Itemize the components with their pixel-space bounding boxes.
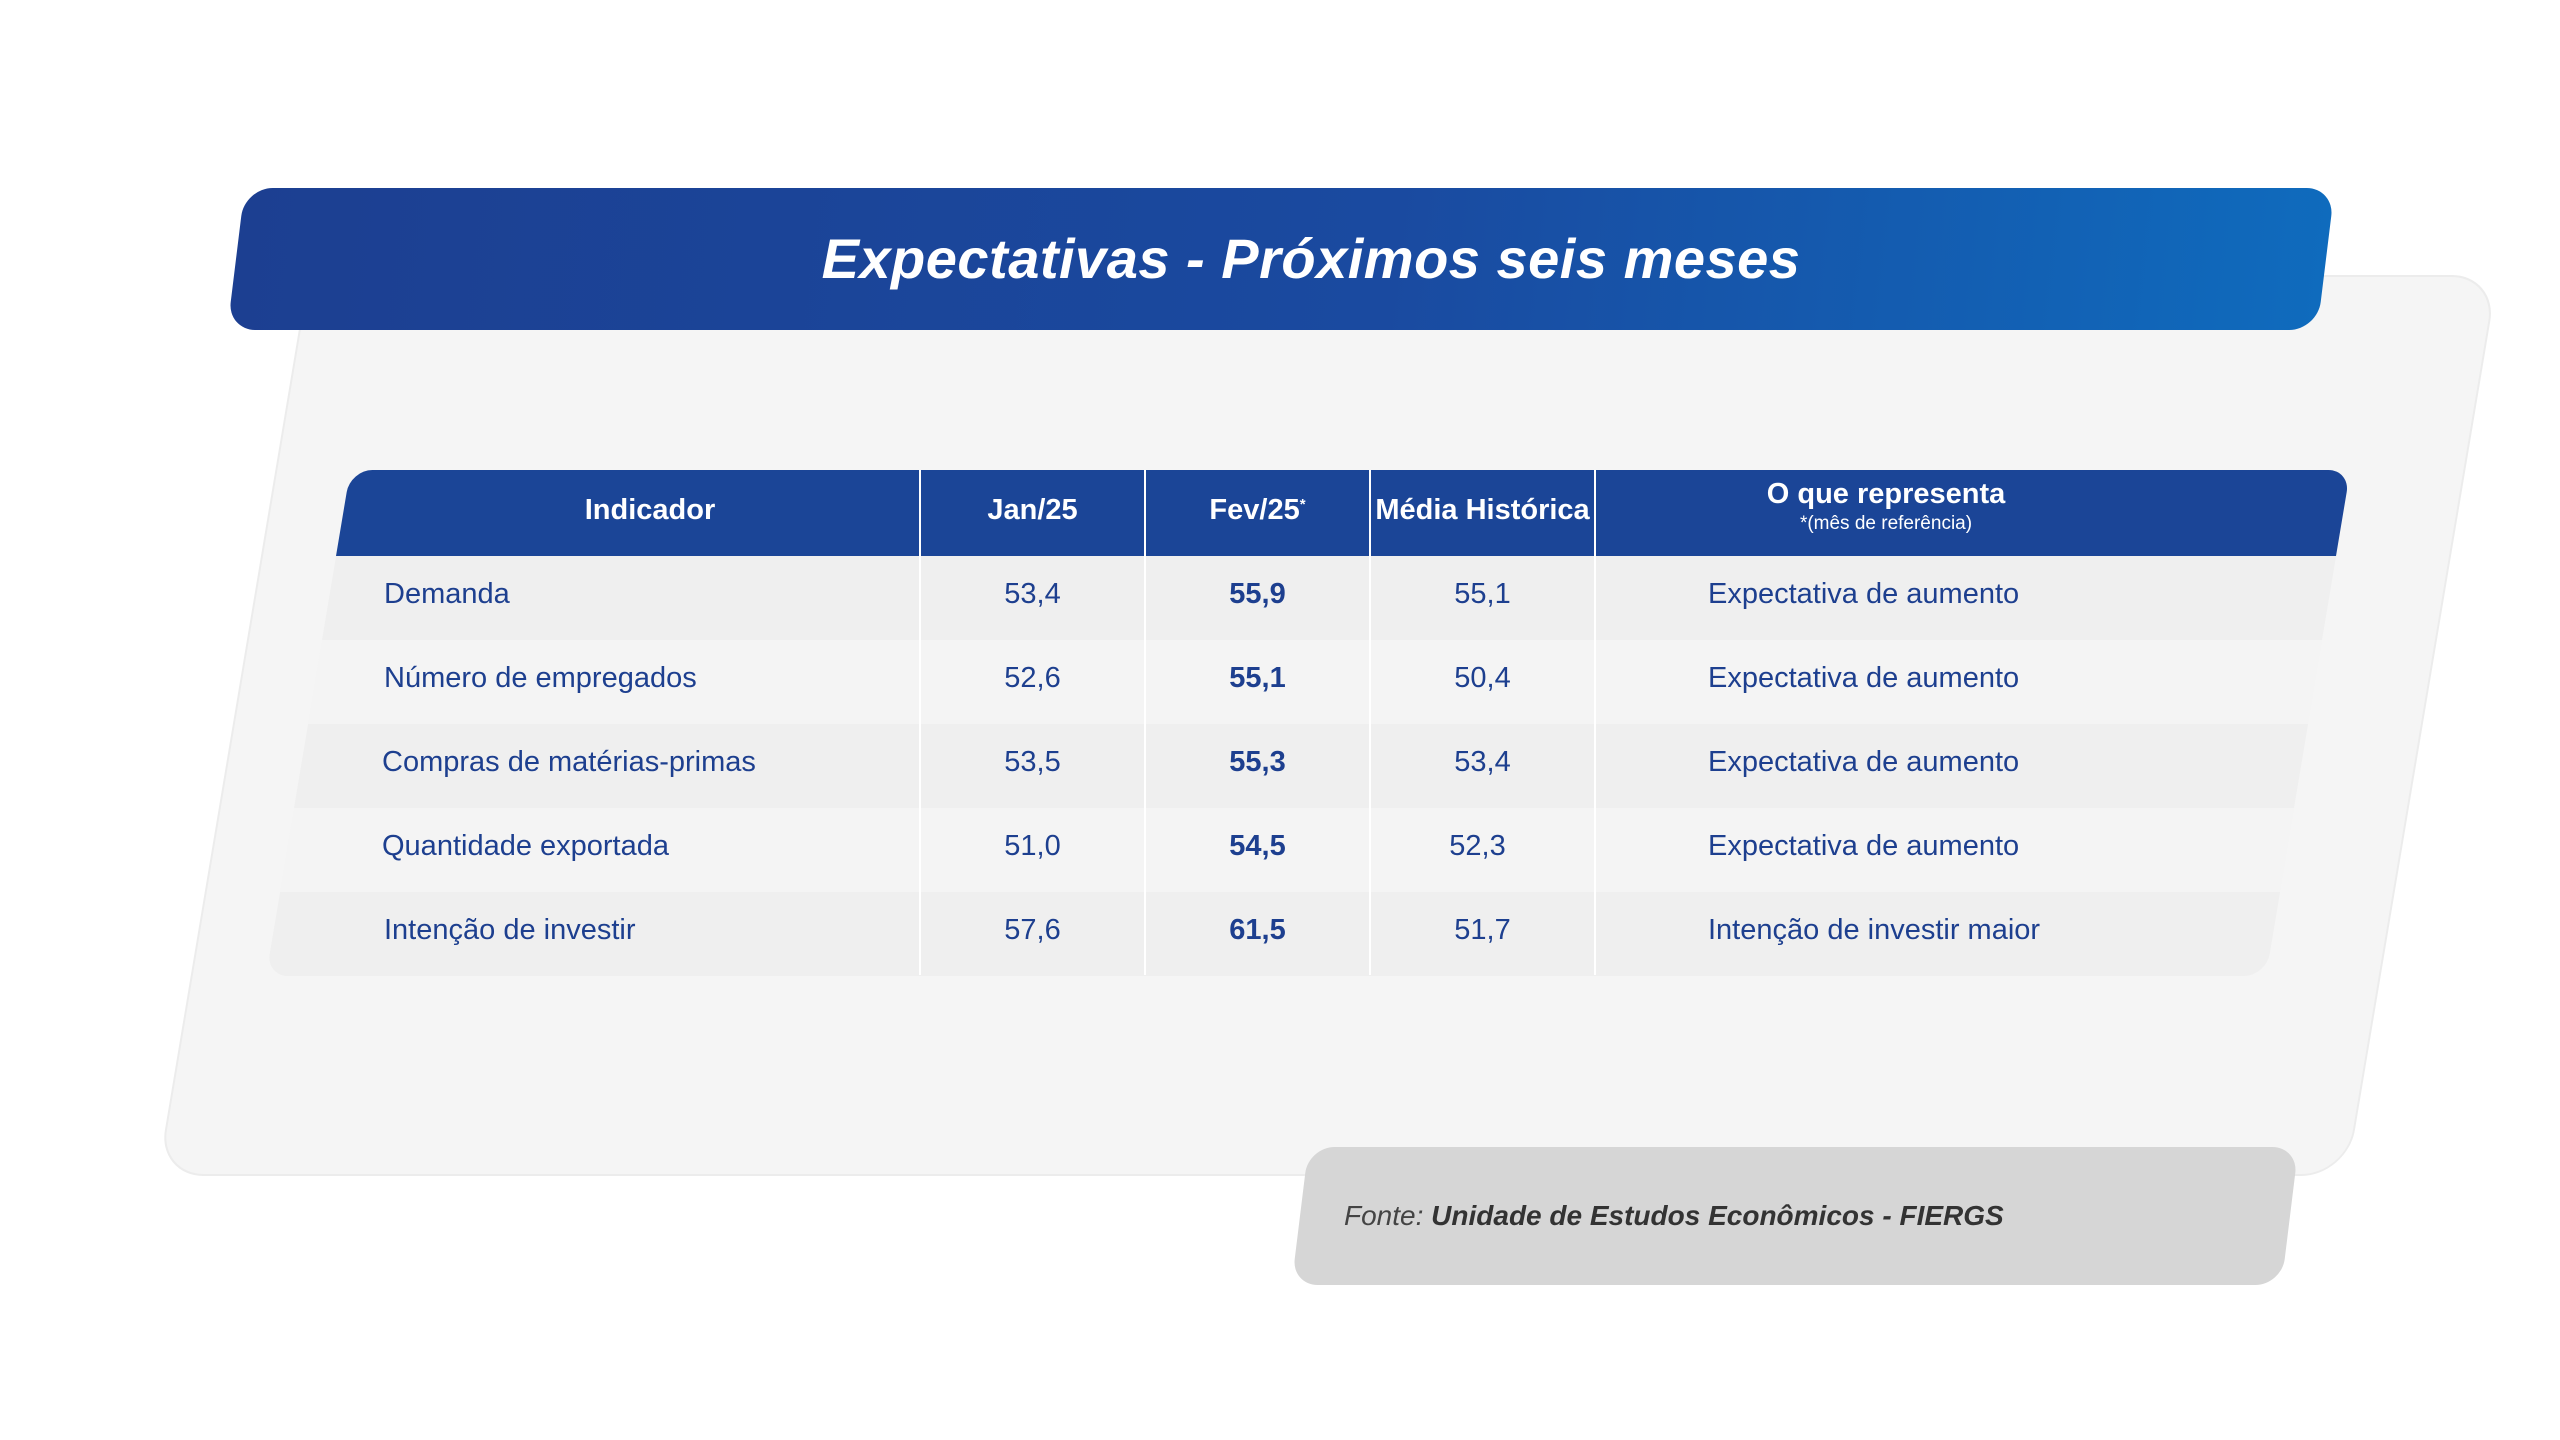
cell-representa: Expectativa de aumento: [1708, 662, 2020, 694]
cell-jan: 51,0: [1004, 830, 1061, 862]
source-prefix: Fonte:: [1344, 1200, 1424, 1231]
header-representa-note: *(mês de referência): [1799, 513, 1973, 534]
cell-jan: 53,4: [1004, 578, 1061, 610]
column-divider: [1144, 470, 1146, 975]
header-fev-label: Fev/25: [1209, 494, 1300, 526]
cell-jan: 53,5: [1004, 746, 1061, 778]
column-divider: [919, 470, 921, 975]
cell-indicador: Demanda: [384, 578, 510, 610]
cell-indicador: Número de empregados: [384, 662, 697, 694]
header-fev: Fev/25*: [1146, 494, 1369, 527]
cell-media: 51,7: [1454, 914, 1511, 946]
header-indicador: Indicador: [584, 494, 716, 526]
cell-fev: 55,3: [1229, 746, 1286, 778]
column-divider: [1369, 470, 1371, 975]
header-fev-mark: *: [1299, 496, 1306, 513]
cell-fev: 61,5: [1229, 914, 1286, 946]
cell-fev: 55,9: [1229, 578, 1286, 610]
source-caption: Fonte: Unidade de Estudos Econômicos - F…: [1344, 1147, 2004, 1285]
cell-media: 50,4: [1454, 662, 1511, 694]
cell-media: 55,1: [1454, 578, 1511, 610]
cell-indicador: Compras de matérias-primas: [382, 746, 756, 778]
cell-media: 53,4: [1454, 746, 1511, 778]
cell-representa: Intenção de investir maior: [1708, 914, 2041, 946]
cell-representa: Expectativa de aumento: [1708, 746, 2020, 778]
cell-indicador: Quantidade exportada: [382, 830, 669, 862]
header-jan: Jan/25: [987, 494, 1078, 526]
cell-representa: Expectativa de aumento: [1708, 578, 2020, 610]
cell-indicador: Intenção de investir: [384, 914, 636, 946]
header-representa-label: O que representa: [1766, 478, 2006, 510]
cell-representa: Expectativa de aumento: [1708, 830, 2020, 862]
column-divider: [1594, 470, 1596, 975]
cell-jan: 52,6: [1004, 662, 1061, 694]
cell-fev: 55,1: [1229, 662, 1286, 694]
cell-fev: 54,5: [1229, 830, 1286, 862]
cell-jan: 57,6: [1004, 914, 1061, 946]
cell-media: 52,3: [1449, 830, 1506, 862]
header-representa: O que representa *(mês de referência): [1596, 478, 2176, 535]
page-title: Expectativas - Próximos seis meses: [821, 227, 1801, 290]
header-media: Média Histórica: [1375, 494, 1590, 526]
source-name: Unidade de Estudos Econômicos - FIERGS: [1431, 1200, 2004, 1231]
